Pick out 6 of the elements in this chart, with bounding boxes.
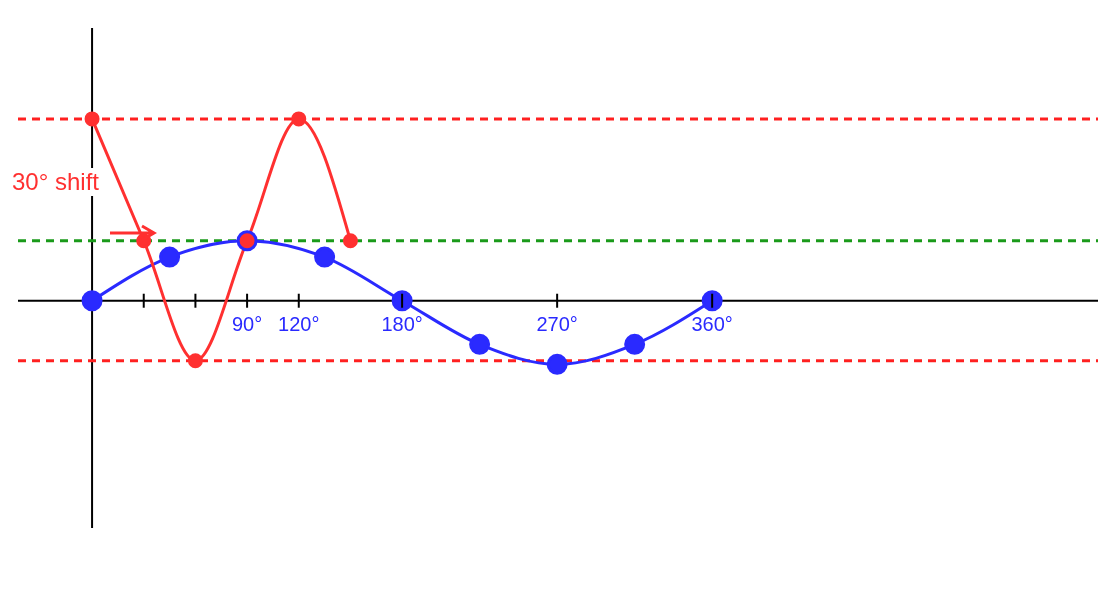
- x-tick-label: 360°: [691, 312, 733, 335]
- x-tick-label: 120°: [278, 312, 320, 335]
- x-tick-label: 90°: [231, 312, 263, 335]
- x-tick-label: 180°: [381, 312, 423, 335]
- x-tick-label: 270°: [536, 312, 578, 335]
- annotation: 30° shift: [12, 168, 99, 196]
